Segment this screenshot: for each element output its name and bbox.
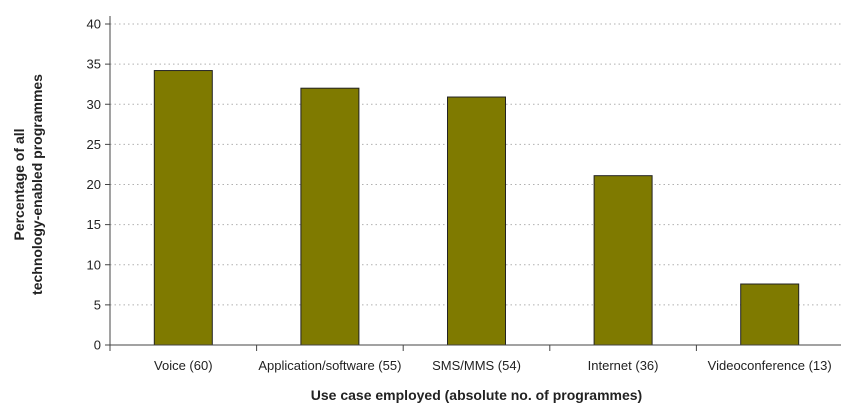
bar (300, 87, 360, 346)
y-axis-ticks: 0 5 10 15 20 25 30 35 40 (87, 17, 110, 353)
x-tick-label: Application/software (55) (258, 358, 401, 373)
bar (153, 70, 213, 346)
y-tick-label: 25 (87, 137, 101, 152)
y-tick-label: 30 (87, 97, 101, 112)
y-axis-title-line-2: technology-enabled programmes (29, 74, 45, 295)
y-tick-label: 0 (94, 338, 101, 353)
y-tick-label: 15 (87, 217, 101, 232)
x-axis-title: Use case employed (absolute no. of progr… (311, 387, 642, 403)
y-axis-title-line-1: Percentage of all (11, 128, 27, 240)
bar (447, 96, 506, 346)
y-tick-label: 35 (87, 57, 101, 72)
y-tick-label: 10 (87, 257, 101, 272)
x-tick-label: Videoconference (13) (708, 358, 832, 373)
y-tick-label: 20 (87, 177, 101, 192)
bar (740, 283, 800, 346)
y-tick-label: 40 (87, 17, 101, 32)
bar (593, 175, 653, 346)
x-tick-label: SMS/MMS (54) (432, 358, 521, 373)
bars (153, 70, 800, 346)
x-tick-label: Internet (36) (588, 358, 659, 373)
x-tick-label: Voice (60) (154, 358, 213, 373)
x-axis-ticks: Voice (60) Application/software (55) SMS/M… (109, 345, 832, 373)
y-tick-label: 5 (94, 297, 101, 312)
